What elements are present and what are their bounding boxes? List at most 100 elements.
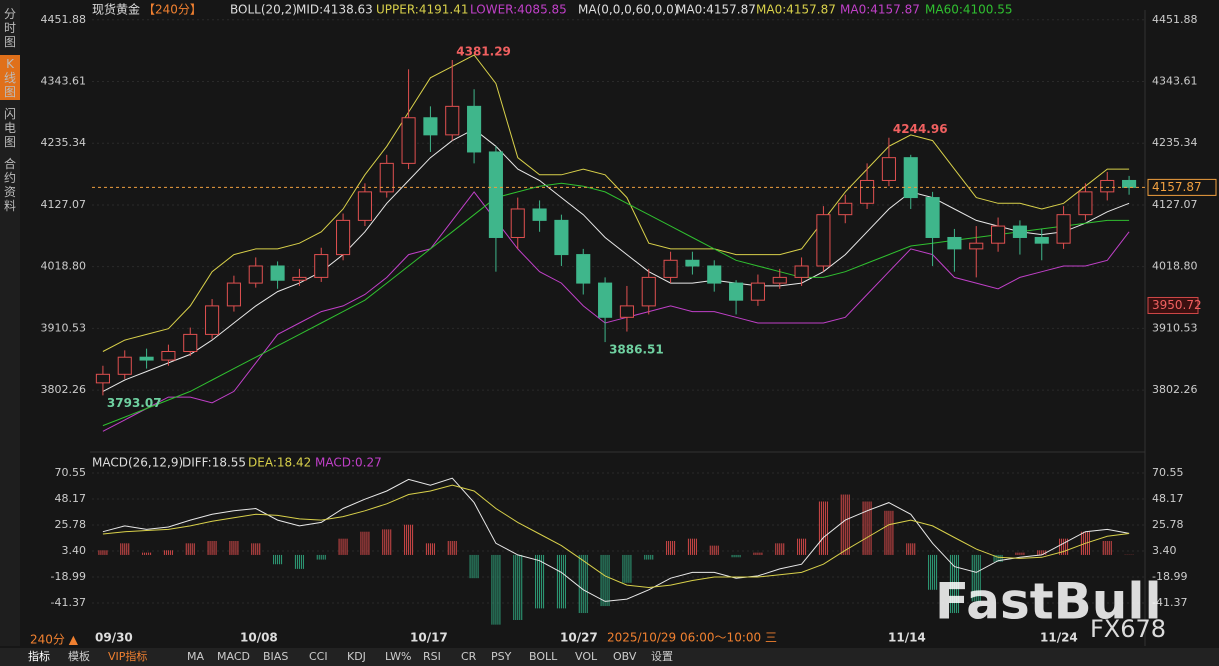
toolbar-item[interactable]: VIP指标 (108, 649, 147, 663)
toolbar-item[interactable]: MACD (217, 650, 250, 663)
date-label: 10/08 (240, 631, 278, 645)
period[interactable]: 【240分】 (143, 3, 202, 17)
mid: MID:4138.63 (296, 3, 373, 17)
extreme-label: 3793.07 (107, 396, 162, 410)
candle-body (445, 105, 460, 136)
toolbar-item[interactable]: BOLL (529, 650, 558, 663)
toolbar-item[interactable]: BIAS (263, 650, 288, 663)
sidebar-active (0, 55, 20, 100)
candle-body (1034, 236, 1049, 244)
toolbar-item[interactable]: CCI (309, 650, 328, 663)
sidebar (0, 0, 20, 646)
sidebar-tab[interactable]: 闪电图 (4, 107, 16, 149)
candle-body (838, 202, 853, 216)
ma0: MA0:4157.87 (756, 3, 836, 17)
y-tick-label: 3910.53 (1152, 321, 1198, 334)
boll: BOLL(20,2) (230, 3, 297, 17)
candle-body (336, 219, 351, 256)
candle-body (925, 197, 940, 238)
toolbar-item[interactable]: 指标 (28, 649, 50, 663)
last-price-label: 4157.87 (1152, 180, 1202, 194)
y-tick-label-left: 3.40 (62, 544, 87, 557)
sidebar-tab[interactable]: K 线图 (4, 57, 16, 99)
crosshair-time: 2025/10/29 06:00～10:00 三 (607, 631, 777, 645)
indicator-line (102, 54, 1130, 352)
candle-body (991, 225, 1006, 244)
macd-value: MACD:0.27 (315, 456, 382, 470)
sidebar-tab[interactable]: 分时图 (4, 7, 16, 49)
candle-body (947, 236, 962, 250)
candle-body (270, 265, 285, 281)
y-tick-label-left: 3910.53 (41, 321, 87, 334)
candle-body (1056, 214, 1071, 244)
toolbar-item[interactable]: PSY (491, 650, 512, 663)
dea: DEA:18.42 (248, 456, 311, 470)
toolbar-item[interactable]: CR (461, 650, 477, 663)
indicator-line (102, 191, 1130, 432)
extreme-label: 3886.51 (609, 343, 664, 357)
date-label: 10/17 (410, 631, 448, 645)
y-tick-label: 70.55 (1152, 466, 1184, 479)
candle-body (117, 356, 132, 375)
candle-body (641, 276, 656, 307)
price-marker-label: 3950.72 (1152, 298, 1202, 312)
toolbar-item[interactable]: VOL (575, 650, 598, 663)
candle-body (576, 254, 591, 284)
period-switch[interactable]: 240分 ▲ (30, 633, 79, 647)
candle-body (183, 333, 198, 353)
y-tick-label-left: 4235.34 (41, 136, 87, 149)
y-tick-label: 25.78 (1152, 518, 1184, 531)
candle-body (314, 254, 329, 278)
ma0: MA0:4157.87 (676, 3, 756, 17)
candle-body (794, 265, 809, 278)
y-tick-label: 3802.26 (1152, 383, 1198, 396)
candle-body (619, 305, 634, 318)
toolbar-item[interactable]: LW% (385, 650, 411, 663)
watermark: FastBull (935, 573, 1162, 631)
candle-body (510, 208, 525, 238)
toolbar-item[interactable]: OBV (613, 650, 637, 663)
candle-body (729, 282, 744, 301)
y-tick-label-left: 48.17 (55, 492, 87, 505)
toolbar-item[interactable]: RSI (423, 650, 441, 663)
toolbar-item[interactable]: 设置 (651, 650, 673, 663)
y-tick-label-left: -18.99 (51, 570, 86, 583)
y-tick-label: 4451.88 (1152, 13, 1198, 26)
footer: 240分 ▲ 09/30 10/08 10/17 10/27 11/14 11/… (30, 631, 1078, 647)
macd-name: MACD(26,12,9) (92, 456, 183, 470)
y-tick-label-left: -41.37 (51, 596, 86, 609)
y-tick-label-left: 4018.80 (41, 260, 87, 273)
ma0: MA0:4157.87 (840, 3, 920, 17)
candle-body (205, 305, 220, 335)
toolbar-item[interactable]: KDJ (347, 650, 366, 663)
candle-body (663, 259, 678, 278)
candle-body (292, 276, 307, 281)
plot: 4451.88 4451.88 4343.61 4343.61 4235.34 4235.… (41, 13, 1217, 625)
watermark-sub: FX678 (1090, 615, 1166, 643)
date-label: 11/24 (1040, 631, 1078, 645)
indicator-line (102, 128, 1130, 392)
candle-body (707, 265, 722, 284)
toolbar-item[interactable]: 模板 (68, 649, 90, 663)
candle-body (161, 351, 176, 361)
date-label: 11/14 (888, 631, 926, 645)
candle-body (816, 214, 831, 267)
candle-body (750, 282, 765, 301)
price-marker-box (1147, 296, 1199, 314)
y-tick-label-left: 3802.26 (41, 383, 87, 396)
candle-body (139, 356, 154, 361)
y-tick-label-left: 4343.61 (41, 74, 87, 87)
header: 现货黄金 【240分】 BOLL(20,2) MID:4138.63 UPPER… (92, 2, 1013, 470)
ma60: MA60:4100.55 (925, 3, 1013, 17)
candle-body (969, 242, 984, 250)
y-tick-label: 4235.34 (1152, 136, 1198, 149)
y-tick-label: 48.17 (1152, 492, 1184, 505)
toolbar-item[interactable]: MA (187, 650, 204, 663)
y-tick-label-left: 4127.07 (41, 198, 87, 211)
candle-body (685, 259, 700, 267)
candle-body (226, 282, 241, 307)
sidebar-tab[interactable]: 合约资料 (4, 156, 16, 213)
y-tick-label: -41.37 (1152, 596, 1187, 609)
y-tick-label: -18.99 (1152, 570, 1187, 583)
